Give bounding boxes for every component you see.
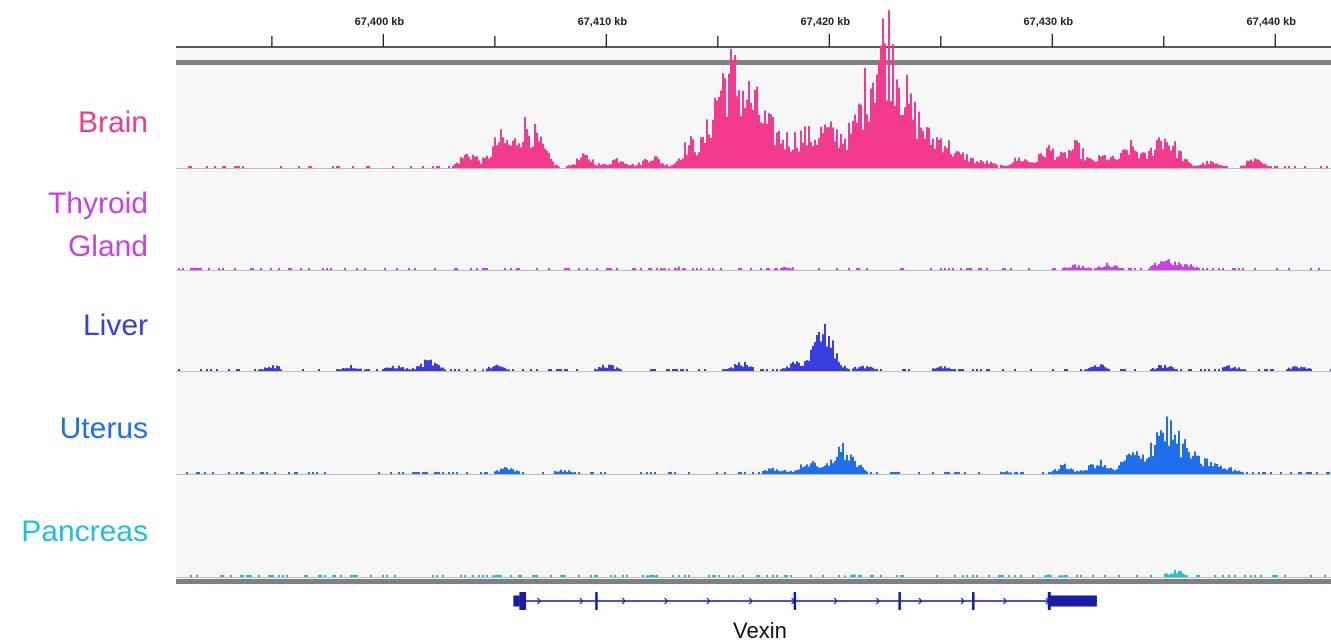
track-label-uterus: Uterus [60,407,148,450]
track-label-line: Pancreas [21,515,148,548]
track-label-line: Liver [82,309,148,342]
coverage-signal [176,10,1331,168]
exon [793,592,797,610]
panel-background [176,0,1331,622]
strand-arrow [748,597,754,605]
track-label-brain: Brain [78,101,148,144]
strand-arrow [875,597,881,605]
ruler-tick-label: 67,420 kb [801,16,851,28]
coverage-signal [176,569,1331,577]
track-label-pancreas: Pancreas [21,510,148,553]
ruler-tick-label: 67,400 kb [355,16,405,28]
strand-arrow [621,597,626,605]
track-labels: Brain Thyroid Gland Liver Uterus Pancreas [0,0,176,641]
exon-utr [513,595,520,607]
exon [595,592,598,610]
coverage-tracks [176,10,1331,578]
ruler-separator-bar [176,60,1331,65]
exon [972,592,975,610]
track-pancreas [176,569,1331,578]
strand-arrow [664,597,669,605]
exon [519,592,527,610]
exon-utr [1047,595,1097,607]
strand-arrow [960,597,965,605]
coverage-signal [176,416,1331,474]
track-label-line: Uterus [59,412,148,445]
track-label-line: Thyroid [47,187,148,220]
track-uterus [176,416,1331,475]
strand-arrow [537,597,542,605]
ruler-tick-label: 67,440 kb [1246,16,1296,28]
strand-arrow [1003,597,1008,605]
gene-track [176,579,1331,622]
track-brain [176,10,1331,169]
strand-arrow [706,597,711,605]
track-label-line: Gland [67,230,148,263]
ruler-tick-label: 67,430 kb [1024,16,1074,28]
strand-arrow [579,597,584,605]
coverage-signal [176,259,1331,270]
gene-separator-bar [176,579,1331,584]
exon [898,592,901,610]
gene-name-label: Vexin [733,618,787,643]
gene-track-background [176,584,1331,622]
strand-arrow [918,597,923,605]
ruler-background [176,0,1331,48]
track-label-line: Brain [77,106,148,139]
ruler-tick-label: 67,410 kb [578,16,628,28]
coordinate-ruler: 67,400 kb 67,410 kb 67,420 kb 67,430 kb 67,4… [176,16,1331,65]
track-thyroid [176,259,1331,271]
track-liver [176,323,1331,372]
track-label-thyroid: Thyroid Gland [48,182,148,268]
track-label-liver: Liver [83,304,148,347]
strand-arrow [833,597,838,605]
